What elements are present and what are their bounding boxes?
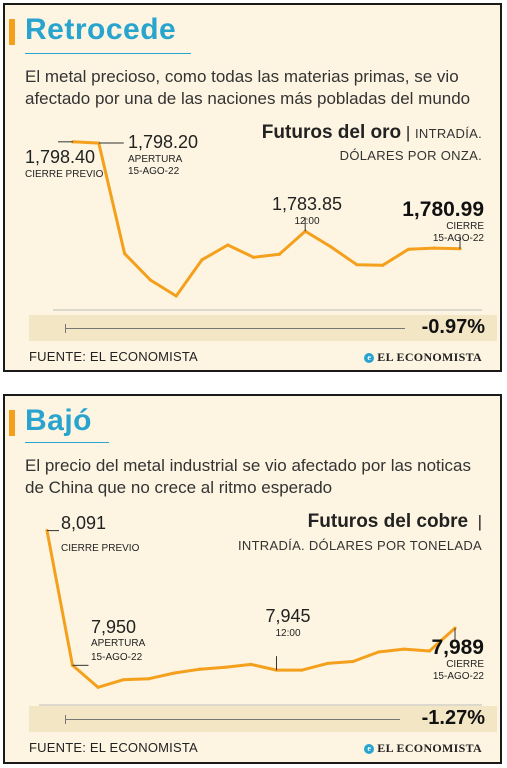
data-point-11 (355, 263, 359, 267)
change-bar: -0.97% (29, 315, 497, 341)
data-point-2 (123, 252, 127, 256)
data-point-7 (252, 255, 256, 259)
data-point-3 (121, 678, 126, 682)
data-point-8 (249, 662, 253, 666)
data-point-7 (223, 665, 228, 669)
data-point-6 (198, 667, 202, 671)
publisher-logo: e EL ECONOMISTA (364, 350, 482, 365)
data-point-10 (300, 668, 304, 672)
logo-e-icon: e (364, 744, 375, 754)
change-bar-line (65, 719, 400, 720)
data-point-8 (277, 252, 281, 256)
percent-change: -0.97% (421, 316, 485, 338)
logo-text: EL ECONOMISTA (377, 741, 482, 755)
open-date: 15-AGO-22 (91, 652, 143, 663)
panel-subtitle: El metal precioso, como todas las materi… (25, 67, 471, 108)
close-date: 15-AGO-22 (433, 671, 485, 682)
close-caption: CIERRE (446, 221, 484, 232)
panel-subtitle: El precio del metal industrial se vio af… (25, 456, 472, 497)
data-point-2 (96, 685, 100, 689)
prev-close-value: 1,798.40 (25, 147, 95, 167)
chart-unit-line1: INTRADÍA. (415, 126, 482, 141)
gold-panel: Retrocede El metal precioso, como todas … (3, 3, 502, 372)
chart-title-bold: Futuros del cobre (307, 511, 469, 532)
data-point-14 (432, 246, 436, 250)
data-point-5 (172, 671, 177, 675)
gold-price-line (72, 140, 461, 298)
close-date: 15-AGO-22 (433, 233, 485, 244)
copper-line-chart: 8,091 CIERRE PREVIO 7,950 APERTURA 15-AG… (39, 513, 485, 706)
data-point-4 (174, 294, 178, 298)
prev-close-caption: CIERRE PREVIO (25, 169, 104, 180)
source-note: FUENTE: EL ECONOMISTA (29, 349, 198, 364)
data-point-13 (406, 247, 410, 251)
change-bar-line (65, 328, 405, 329)
title-underline (25, 53, 191, 54)
close-caption: CIERRE (446, 659, 484, 670)
open-caption: APERTURA (128, 154, 183, 165)
source-note: FUENTE: EL ECONOMISTA (29, 740, 198, 755)
data-point-15 (427, 649, 432, 653)
chart-unit-line2: INTRADÍA. DÓLARES POR TONELADA (237, 538, 482, 553)
open-date: 15-AGO-22 (128, 166, 180, 177)
logo-e-icon: e (364, 353, 375, 363)
data-point-13 (376, 650, 381, 654)
data-point-6 (226, 243, 230, 247)
publisher-logo: e EL ECONOMISTA (364, 741, 482, 756)
data-point-11 (325, 661, 330, 666)
title-underline (25, 442, 109, 443)
data-point-12 (351, 659, 355, 664)
data-point-4 (147, 677, 151, 681)
midday-caption: 12:00 (275, 628, 300, 639)
prev-close-value: 8,091 (61, 513, 106, 533)
title-accent-bar (9, 19, 15, 45)
panel-title: Retrocede (25, 13, 177, 46)
chart-unit-line2: DÓLARES POR ONZA. (339, 148, 482, 163)
close-value: 7,989 (431, 636, 484, 659)
chart-title: Futuros del oro | INTRADÍA. (262, 122, 482, 144)
data-point-16 (453, 626, 457, 630)
data-point-3 (148, 278, 152, 282)
data-point-14 (402, 647, 406, 651)
midday-caption: 12:00 (294, 216, 319, 227)
title-accent-bar (9, 410, 15, 436)
prev-close-caption: CIERRE PREVIO (61, 543, 140, 554)
gold-line-chart: 1,798.40 CIERRE PREVIO 1,798.20 APERTURA… (25, 132, 485, 311)
chart-title-bold: Futuros del oro (261, 122, 402, 143)
open-value: 1,798.20 (128, 132, 198, 152)
data-point-10 (329, 245, 333, 249)
chart-title: Futuros del cobre | (308, 511, 482, 533)
midday-value: 1,783.85 (272, 194, 342, 214)
percent-change: -1.27% (421, 707, 485, 729)
chart-title-separator: | (477, 512, 482, 531)
data-point-12 (381, 263, 385, 267)
open-caption: APERTURA (91, 638, 146, 649)
copper-panel: Bajó El precio del metal industrial se v… (3, 394, 502, 764)
chart-title-separator: | (405, 123, 411, 142)
data-point-5 (200, 258, 204, 262)
open-value: 7,950 (91, 617, 136, 637)
logo-text: EL ECONOMISTA (377, 350, 482, 364)
panel-title: Bajó (25, 404, 93, 437)
change-bar: -1.27% (29, 706, 497, 732)
close-value: 1,780.99 (402, 198, 484, 221)
midday-value: 7,945 (265, 606, 310, 626)
